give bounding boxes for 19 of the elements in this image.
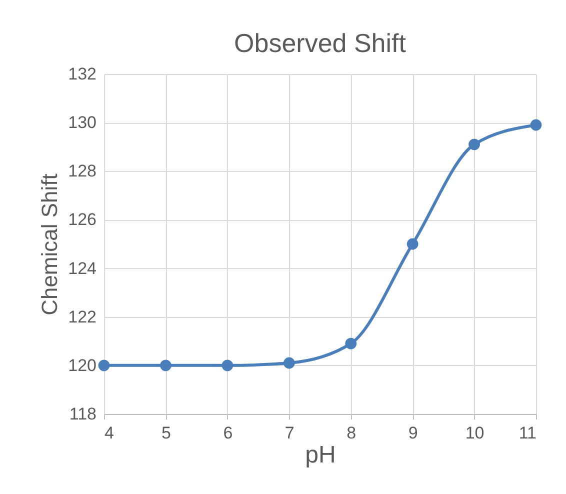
x-tick-label: 6 [223,424,233,442]
x-tick-label: 8 [346,424,356,442]
y-tick-label: 128 [68,162,96,181]
x-tick-label: 4 [104,424,114,442]
y-tick-label: 118 [69,404,96,424]
x-tick-label: 7 [284,424,294,442]
y-axis-title: Chemical Shift [37,174,62,316]
y-tick-label: 126 [68,210,96,230]
y-tick-label: 122 [68,307,96,326]
x-tick-label: 11 [518,424,536,442]
x-tick-label: 5 [161,424,171,442]
x-tick-label: 9 [408,424,418,442]
y-tick-label: 124 [68,258,96,278]
y-tick-label: 120 [68,356,96,375]
x-tick-label: 10 [465,424,484,442]
chart-title: Observed Shift [234,28,407,58]
y-tick-label: 132 [68,64,96,84]
x-axis-title: pH [305,442,336,468]
y-tick-label: 130 [68,113,96,132]
